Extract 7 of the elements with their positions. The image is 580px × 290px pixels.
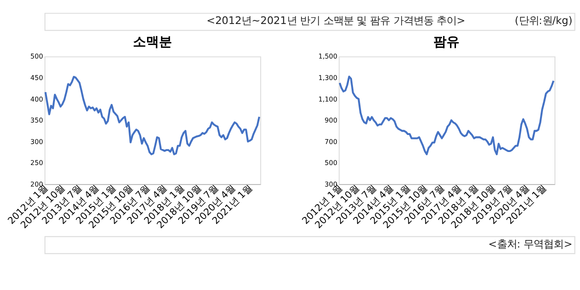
text: (단위:원/kg): [514, 15, 572, 28]
text: <2012년~2021년 반기 소맥분 및 팜유 가격변동 추이>: [206, 15, 466, 28]
chart-title: 소맥분: [132, 34, 172, 50]
line-series: [44, 76, 260, 156]
line-series: [338, 76, 554, 156]
text: <출처: 무역협회>: [488, 238, 572, 250]
chart-title: 팜유: [434, 34, 460, 50]
